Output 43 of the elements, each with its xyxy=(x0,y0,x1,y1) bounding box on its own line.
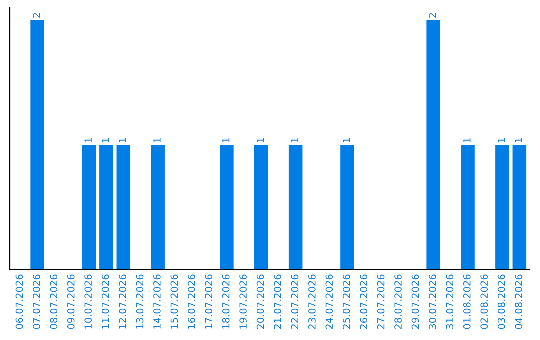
x-tick-label: 31.07.2026 xyxy=(446,274,454,330)
x-tick-label: 04.08.2026 xyxy=(515,274,522,330)
x-tick-label: 21.07.2026 xyxy=(274,274,282,330)
x-tick-label: 01.08.2026 xyxy=(463,274,471,330)
x-tick-label: 14.07.2026 xyxy=(154,274,161,329)
data-label: 1 xyxy=(343,138,350,143)
data-label: 1 xyxy=(464,138,471,143)
x-tick-label: 19.07.2026 xyxy=(240,274,247,329)
x-tick-label: 26.07.2026 xyxy=(360,274,368,330)
data-label: 1 xyxy=(498,138,506,143)
data-label: 1 xyxy=(222,138,230,143)
x-tick-label: 03.08.2026 xyxy=(498,274,506,330)
data-label: 2 xyxy=(33,13,40,18)
data-label: 1 xyxy=(102,138,110,143)
x-tick-label: 18.07.2026 xyxy=(222,274,230,329)
x-tick-label: 11.07.2026 xyxy=(102,274,110,329)
x-tick-label: 16.07.2026 xyxy=(188,274,196,329)
x-tick-label: 29.07.2026 xyxy=(412,274,420,330)
x-tick-label: 23.07.2026 xyxy=(308,274,316,330)
x-tick-label: 22.07.2026 xyxy=(291,274,299,330)
x-tick-label: 07.07.2026 xyxy=(33,274,40,330)
x-tick-label: 12.07.2026 xyxy=(119,274,126,329)
x-tick-label: 09.07.2026 xyxy=(67,274,75,330)
data-label: 1 xyxy=(256,138,264,143)
x-tick-label: 24.07.2026 xyxy=(326,274,334,330)
x-tick-label: 20.07.2026 xyxy=(256,274,264,330)
x-tick-label: 06.07.2026 xyxy=(16,274,24,330)
data-label: 1 xyxy=(154,138,161,143)
x-tick-label: 28.07.2026 xyxy=(394,274,402,330)
x-tick-label: 08.07.2026 xyxy=(50,274,58,330)
x-tick-label: 17.07.2026 xyxy=(205,274,213,329)
data-label: 1 xyxy=(515,138,522,143)
x-tick-label: 10.07.2026 xyxy=(84,274,92,329)
x-tick-label: 27.07.2026 xyxy=(377,274,385,330)
data-label: 1 xyxy=(291,138,299,143)
x-tick-label: 25.07.2026 xyxy=(342,274,350,330)
x-tick-label: 15.07.2026 xyxy=(170,274,178,329)
data-label: 1 xyxy=(84,138,92,143)
x-tick-label: 02.08.2026 xyxy=(480,274,488,330)
data-label: 1 xyxy=(119,138,126,143)
x-tick-label: 30.07.2026 xyxy=(429,274,436,330)
x-tick-label: 13.07.2026 xyxy=(136,274,144,329)
data-label: 2 xyxy=(429,13,436,18)
